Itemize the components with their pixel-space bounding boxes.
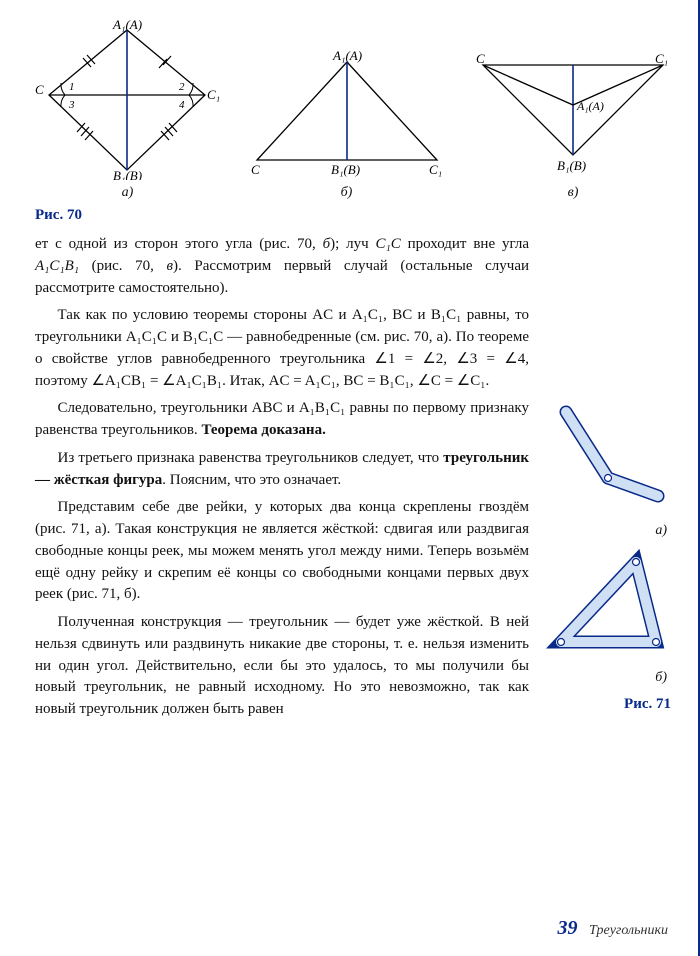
figure-70b-caption: б) <box>247 185 447 201</box>
figure-70v: C C₁ A₁(A) B₁(B) в) <box>473 50 673 201</box>
figure-70v-svg: C C₁ A₁(A) B₁(B) <box>473 50 673 180</box>
figure-70b-svg: A₁(A) B₁(B) C C₁ <box>247 50 447 180</box>
svg-text:C₁: C₁ <box>655 51 668 66</box>
para-1: ет с одной из сторон этого угла (рис. 70… <box>35 234 529 299</box>
figure-71a-caption: а) <box>655 523 667 539</box>
svg-text:B₁(B): B₁(B) <box>557 158 586 173</box>
figure-70-caption: Рис. 70 <box>35 207 673 224</box>
figure-71-caption: Рис. 71 <box>624 696 671 713</box>
svg-text:4: 4 <box>179 99 185 111</box>
svg-text:C: C <box>251 162 260 177</box>
svg-text:2: 2 <box>179 81 185 93</box>
figure-71a-svg <box>548 400 668 515</box>
figure-70b: A₁(A) B₁(B) C C₁ б) <box>247 50 447 201</box>
figure-70a-svg: 1 3 2 4 A₁(A) B₁(B) C C₁ <box>35 20 220 180</box>
figure-70a: 1 3 2 4 A₁(A) B₁(B) C C₁ а) <box>35 20 220 201</box>
figure-70-row: 13 24 A₁(A) B₁(B) C C₁ а) A₁ <box>35 20 673 201</box>
figure-71b-caption: б) <box>655 670 667 686</box>
label-C1: C₁ <box>207 87 220 102</box>
svg-text:1: 1 <box>69 81 75 93</box>
page-number: 39 <box>558 917 578 939</box>
label-B1B: B₁(B) <box>113 168 142 180</box>
text-column: ет с одной из сторон этого угла (рис. 70… <box>35 234 529 727</box>
page: 13 24 A₁(A) B₁(B) C C₁ а) A₁ <box>0 0 700 956</box>
svg-text:C₁: C₁ <box>429 162 442 177</box>
svg-text:A₁(A): A₁(A) <box>332 50 362 63</box>
figure-71b-svg <box>546 547 671 662</box>
section-title: Треугольники <box>589 923 668 938</box>
para-4: Из третьего признака равенства треугольн… <box>35 448 529 492</box>
svg-text:C: C <box>476 51 485 66</box>
body-columns: ет с одной из сторон этого угла (рис. 70… <box>35 234 673 727</box>
para-2: Так как по условию теоремы стороны AC и … <box>35 305 529 392</box>
svg-text:A₁(A): A₁(A) <box>576 99 604 113</box>
label-A1A: A₁(A) <box>112 20 142 32</box>
para-3: Следовательно, треугольники ABC и A₁B₁C₁… <box>35 398 529 442</box>
figure-70v-caption: в) <box>473 185 673 201</box>
label-C: C <box>35 82 44 97</box>
figure-71-column: а) б) Рис. 71 <box>543 234 673 727</box>
para-5: Представим себе две рейки, у которых два… <box>35 497 529 606</box>
svg-text:B₁(B): B₁(B) <box>331 162 360 177</box>
page-footer: 39 Треугольники <box>558 917 668 940</box>
para-6: Полученная конструкция — треугольник — б… <box>35 612 529 721</box>
svg-text:3: 3 <box>68 99 75 111</box>
figure-70a-caption: а) <box>35 185 220 201</box>
